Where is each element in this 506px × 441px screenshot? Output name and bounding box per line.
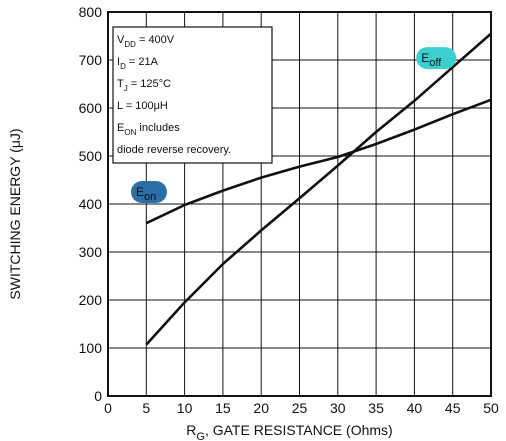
condition-line-rest: includes <box>136 122 180 134</box>
series-tag-label: Eon <box>136 185 156 203</box>
x-tick-label: 5 <box>142 400 150 416</box>
y-tick-label: 200 <box>79 292 103 308</box>
y-axis-label: SWITCHING ENERGY (μJ) <box>7 128 23 299</box>
plot-frame <box>107 11 492 397</box>
series-tag-label-sub: on <box>144 191 156 203</box>
x-tick-label: 15 <box>215 400 231 416</box>
y-tick-label: 500 <box>79 148 103 164</box>
condition-line: L = 100μH <box>117 100 168 112</box>
x-tick-label: 50 <box>483 400 499 416</box>
x-tick-label: 45 <box>445 400 461 416</box>
x-tick-label: 20 <box>253 400 269 416</box>
condition-line: VDD = 400V <box>117 34 175 49</box>
series-tag-label: Eoff <box>421 51 442 69</box>
condition-line: TJ = 125°C <box>117 78 171 93</box>
condition-line: EON includes <box>117 122 180 137</box>
conditions-box-frame <box>112 26 273 164</box>
x-tick-label: 40 <box>407 400 423 416</box>
condition-line-rest: = 400V <box>136 34 175 46</box>
y-tick-label: 0 <box>94 388 102 404</box>
series-tag-label-main: E <box>136 185 144 199</box>
condition-line: diode reverse recovery. <box>117 144 231 156</box>
series-line-eon <box>145 98 492 225</box>
series-lines <box>145 32 492 346</box>
x-axis-label-rest: , GATE RESISTANCE (Ohms) <box>205 422 393 438</box>
condition-line-main: V <box>117 34 125 46</box>
condition-line-sub: ON <box>124 128 136 137</box>
x-axis-label: RG, GATE RESISTANCE (Ohms) <box>186 422 392 441</box>
y-tick-label: 700 <box>79 52 103 68</box>
y-tick-label: 300 <box>79 244 103 260</box>
condition-line-main: diode reverse recovery. <box>117 144 231 156</box>
x-tick-label: 0 <box>104 400 112 416</box>
x-tick-label: 35 <box>368 400 384 416</box>
series-tag-label-main: E <box>421 51 429 65</box>
condition-line-rest: = 125°C <box>128 78 171 90</box>
series-tag-eon <box>130 181 167 203</box>
condition-line-main: I <box>117 56 120 68</box>
series-tag-eoff <box>416 47 457 70</box>
x-tick-label: 30 <box>330 400 346 416</box>
condition-line-sub: D <box>120 62 126 71</box>
x-tick-label: 10 <box>177 400 193 416</box>
condition-line-sub: DD <box>124 40 136 49</box>
condition-line: ID = 21A <box>117 56 159 71</box>
condition-line-sub: J <box>124 84 128 93</box>
y-tick-label: 100 <box>79 340 103 356</box>
y-tick-label: 600 <box>79 100 103 116</box>
condition-line-main: E <box>117 122 124 134</box>
x-axis-label-main: R <box>186 422 196 438</box>
y-tick-label: 400 <box>79 196 103 212</box>
x-axis-label-sub: G <box>196 431 205 441</box>
condition-line-rest: = 21A <box>126 56 159 68</box>
condition-line-main: T <box>117 78 124 90</box>
series-line-eoff <box>145 32 492 346</box>
y-tick-label: 800 <box>79 4 103 20</box>
series-tag-label-sub: off <box>429 57 442 69</box>
tick-labels: 0 5 10 15 20 25 30 35 40 45 5001002003004005006007… <box>79 4 499 416</box>
x-tick-label: 25 <box>292 400 308 416</box>
condition-line-main: L = 100μH <box>117 100 168 112</box>
